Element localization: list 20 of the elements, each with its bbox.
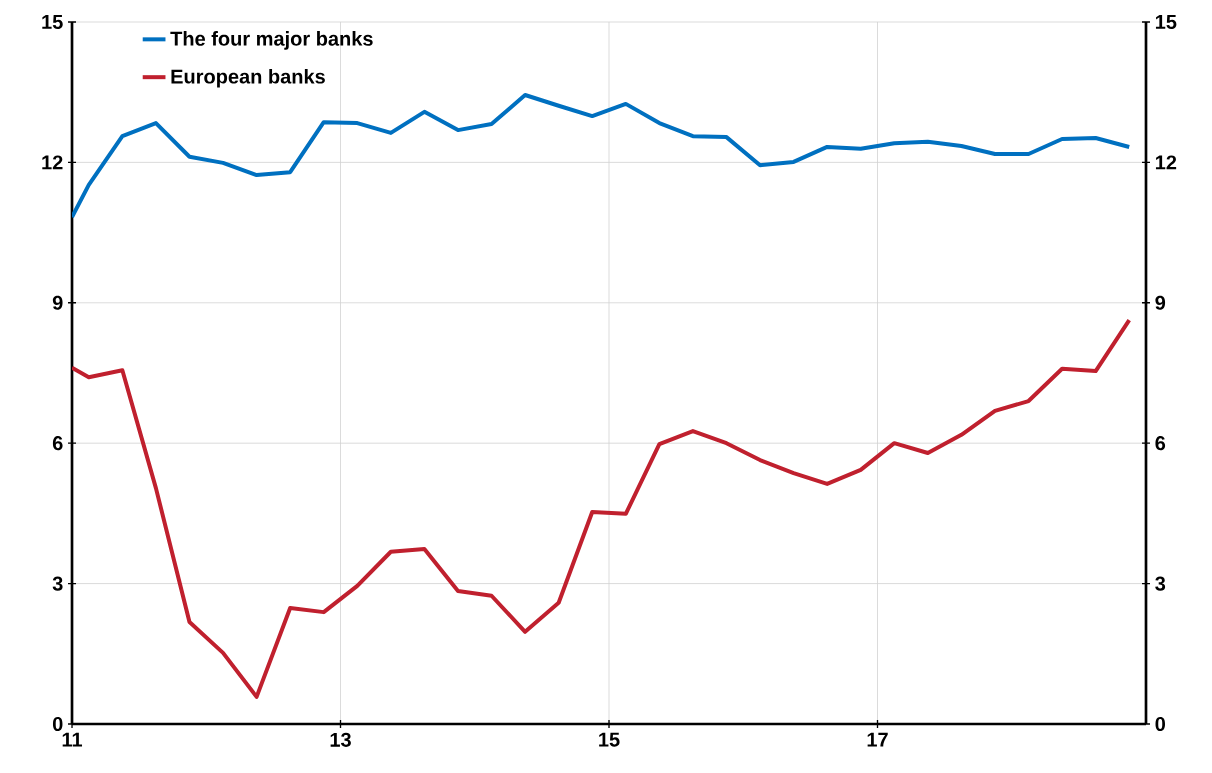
x-tick-label: 13 bbox=[330, 732, 351, 747]
line-series bbox=[72, 92, 1132, 220]
y-tick-label: 9 bbox=[52, 295, 63, 310]
x-tick-label: 11 bbox=[62, 732, 83, 747]
x-tick-label: 15 bbox=[599, 732, 620, 747]
legend-label: European banks bbox=[171, 68, 325, 88]
y2-tick-label: 12 bbox=[1155, 155, 1177, 170]
y2-tick-label: 3 bbox=[1155, 576, 1166, 591]
y2-tick-label: 0 bbox=[1155, 716, 1165, 732]
line-series bbox=[72, 318, 1132, 699]
y2-tick-label: 9 bbox=[1155, 295, 1166, 310]
y-tick-label: 12 bbox=[42, 155, 63, 170]
y-tick-label: 0 bbox=[52, 716, 63, 732]
y2-tick-label: 6 bbox=[1155, 436, 1166, 451]
legend-label: The four major banks bbox=[170, 31, 373, 50]
y2-tick-label: 15 bbox=[1155, 15, 1177, 29]
y-tick-label: 15 bbox=[42, 15, 63, 29]
x-tick-label: 17 bbox=[867, 732, 888, 747]
y-tick-label: 6 bbox=[52, 436, 63, 451]
y-tick-label: 3 bbox=[52, 576, 63, 591]
